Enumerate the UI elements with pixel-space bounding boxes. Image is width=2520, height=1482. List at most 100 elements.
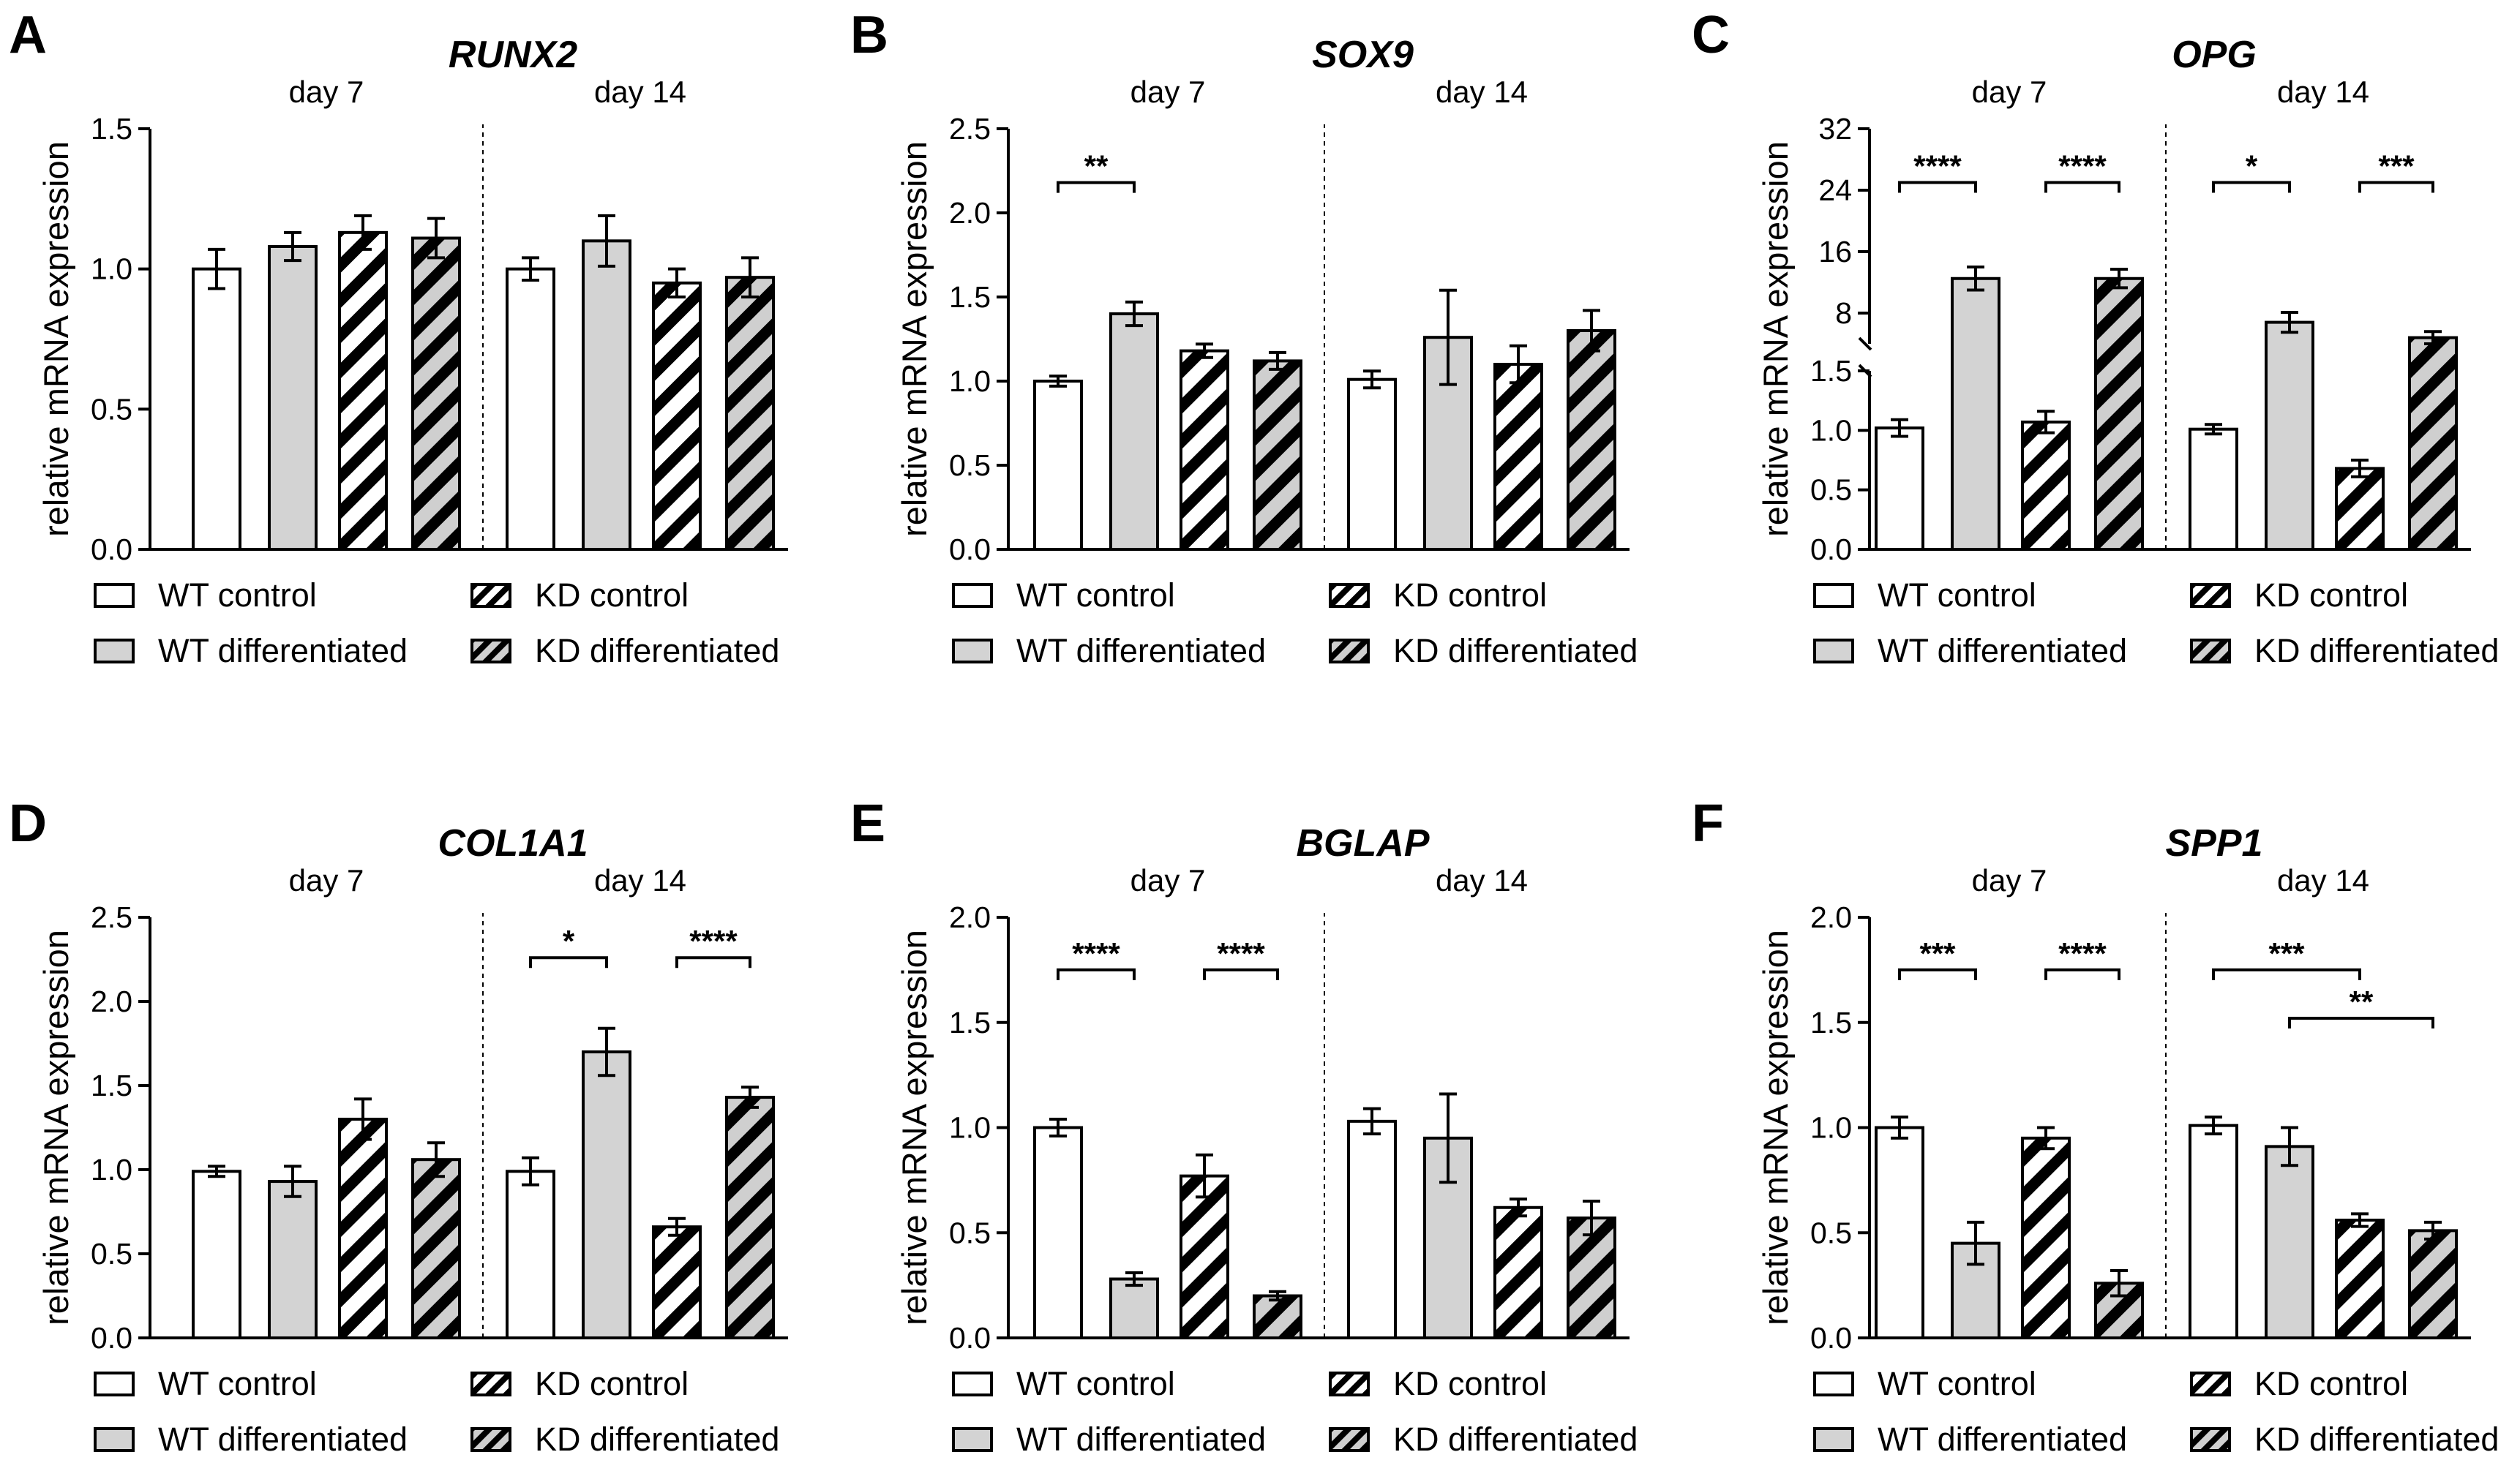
legend-swatch [1813, 639, 1854, 663]
group-label: day 7 [1972, 863, 2047, 898]
bar [2189, 427, 2238, 551]
bar [338, 1118, 388, 1339]
gene-title: OPG [2172, 34, 2257, 76]
significance-bracket [529, 956, 608, 968]
significance-label: * [563, 924, 575, 958]
y-tick-label: 24 [1818, 173, 1852, 207]
legend-swatch [1329, 1427, 1370, 1452]
bar [411, 236, 461, 551]
bar [2408, 336, 2458, 551]
bar [1109, 312, 1159, 551]
legend-label: KD control [2254, 576, 2408, 614]
legend-swatch [952, 639, 993, 663]
legend-swatch [470, 1427, 511, 1452]
y-tick-label: 2.5 [949, 112, 991, 146]
legend-swatch [470, 639, 511, 663]
bar [725, 276, 775, 551]
significance-bracket [2044, 181, 2120, 193]
gene-title: RUNX2 [449, 34, 577, 76]
bar [1875, 1126, 1924, 1339]
significance-bracket [2212, 968, 2361, 980]
significance-label: *** [1919, 936, 1956, 971]
group-label: day 14 [2277, 863, 2369, 898]
panel-f: F SPP1 day 7 day 14 relative mRNA expression… [1692, 794, 2499, 1458]
legend-swatch [2190, 639, 2231, 663]
panel-c: C OPG day 7 day 14 relative mRNA expression 0… [1692, 6, 2499, 669]
bar [652, 1225, 702, 1340]
gene-title: SPP1 [2166, 822, 2263, 865]
panel-d: D COL1A1 day 7 day 14 relative mRNA expressi… [9, 794, 788, 1458]
axis-break-mark [1858, 336, 1872, 351]
bar [1567, 329, 1616, 551]
y-tick-label: 1.0 [91, 1153, 132, 1186]
panel-letter: F [1692, 794, 1724, 853]
bar [2189, 1124, 2238, 1339]
legend-label: WT control [158, 576, 317, 614]
y-axis-label: relative mRNA expression [37, 930, 75, 1325]
significance-label: ** [2350, 985, 2374, 1019]
y-tick-label: 1.5 [1810, 1006, 1852, 1039]
bar [2021, 1136, 2071, 1339]
y-tick-label: 1.5 [949, 1006, 991, 1039]
bar [1109, 1277, 1159, 1339]
y-tick-label: 1.5 [91, 112, 132, 146]
y-tick-label: 2.0 [949, 900, 991, 934]
legend-swatch [1813, 1372, 1854, 1396]
y-tick-label: 0.5 [91, 392, 132, 426]
significance-bracket [1898, 181, 1977, 193]
significance-bracket [1203, 968, 1279, 980]
legend-label: WT control [158, 1365, 317, 1402]
significance-bracket [2212, 181, 2291, 193]
panel-letter: B [850, 6, 888, 64]
bar [1875, 426, 1924, 552]
y-tick-label: 0.5 [1810, 1216, 1852, 1249]
y-tick-label: 1.0 [949, 1111, 991, 1145]
legend-label: KD differentiated [1393, 1421, 1638, 1458]
legend-label: WT differentiated [1016, 1421, 1266, 1458]
y-axis-label: relative mRNA expression [1756, 930, 1795, 1325]
bar [582, 1050, 631, 1339]
legend-label: WT control [1878, 576, 2036, 614]
bar [268, 1180, 318, 1339]
bar [1951, 277, 2000, 551]
legend-label: KD control [535, 576, 689, 614]
legend-label: KD control [1393, 1365, 1547, 1402]
bar [1347, 1119, 1397, 1339]
bar [2094, 277, 2144, 551]
panel-letter: C [1692, 6, 1730, 64]
y-tick-label: 0.0 [949, 533, 991, 566]
bar [582, 239, 631, 551]
bar [192, 1170, 241, 1339]
legend-label: WT differentiated [1878, 1421, 2127, 1458]
y-tick-label: 1.0 [1810, 413, 1852, 447]
y-tick-label: 16 [1818, 235, 1852, 268]
significance-bracket [2044, 968, 2120, 980]
legend-swatch [1329, 639, 1370, 663]
y-tick-label: 0.5 [1810, 473, 1852, 507]
legend-swatch [470, 1372, 511, 1396]
y-tick-label: 1.5 [91, 1069, 132, 1102]
significance-bracket [2288, 1017, 2434, 1028]
bar [2335, 467, 2385, 551]
group-label: day 14 [594, 863, 686, 898]
bar [1493, 1205, 1543, 1339]
y-tick-label: 1.0 [1810, 1111, 1852, 1145]
y-tick-label: 0.0 [949, 1321, 991, 1355]
group-label: day 14 [594, 75, 686, 109]
bar [725, 1096, 775, 1339]
legend-label: WT control [1016, 576, 1175, 614]
y-tick-label: 0.5 [949, 448, 991, 482]
bar [506, 267, 555, 551]
legend-swatch [470, 583, 511, 608]
y-tick-label: 0.0 [91, 533, 132, 566]
y-tick-label: 2.5 [91, 900, 132, 934]
significance-label: **** [2058, 936, 2107, 971]
group-label: day 7 [289, 75, 364, 109]
significance-label: **** [689, 924, 738, 958]
y-tick-label: 0.0 [1810, 1321, 1852, 1355]
bar [1423, 1136, 1473, 1339]
bar [2408, 1229, 2458, 1339]
bar [268, 245, 318, 551]
legend-swatch [952, 583, 993, 608]
